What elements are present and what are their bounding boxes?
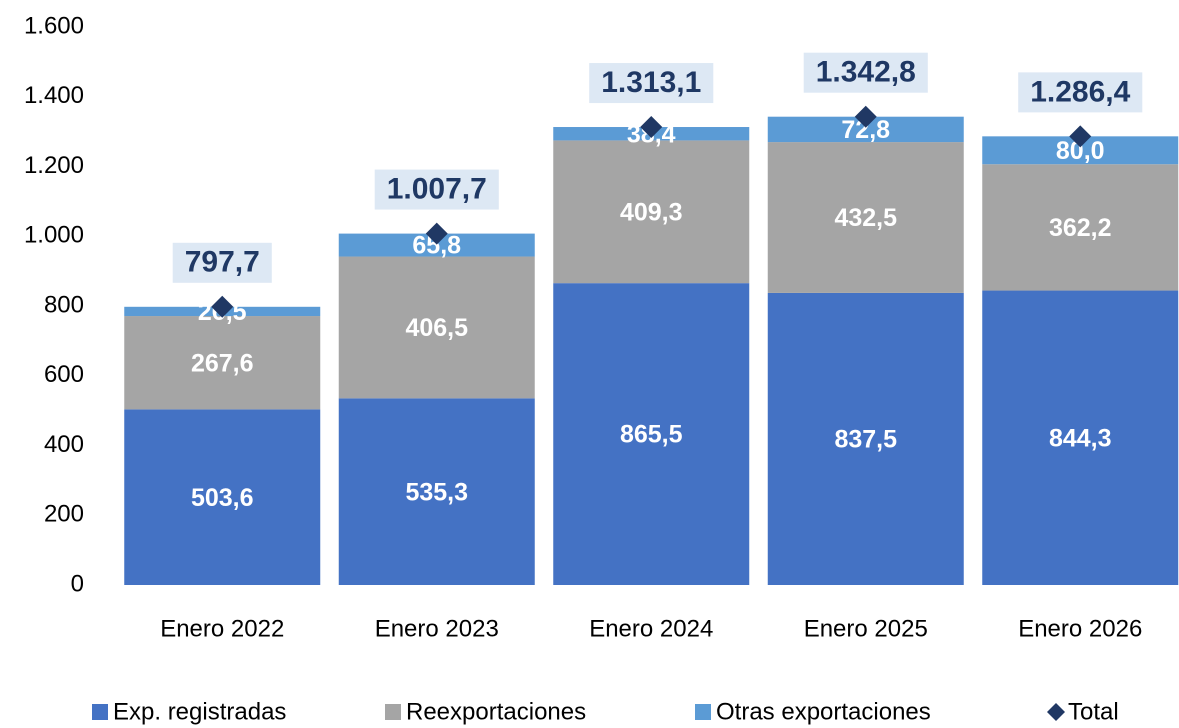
legend-label: Total (1068, 698, 1119, 725)
y-tick-label: 1.000 (24, 222, 84, 249)
data-label: 409,3 (620, 198, 683, 226)
y-tick-label: 1.400 (24, 82, 84, 109)
x-tick-label: Enero 2024 (589, 615, 713, 642)
data-label: 406,5 (405, 314, 468, 342)
total-label: 797,7 (185, 246, 260, 279)
total-label-box (1018, 72, 1143, 113)
total-marker (854, 105, 877, 128)
total-label-box (589, 63, 714, 104)
total-marker (640, 116, 663, 139)
x-tick-label: Enero 2022 (160, 615, 284, 642)
bar-segment (982, 290, 1179, 585)
total-marker (1069, 125, 1092, 148)
legend-label: Otras exportaciones (716, 698, 931, 725)
total-marker (425, 222, 448, 245)
bar-segment (767, 292, 964, 585)
bar-segment (338, 256, 535, 399)
bar-segment (982, 164, 1179, 291)
data-label: 844,3 (1049, 424, 1112, 452)
total-marker (211, 295, 234, 318)
legend-swatch (92, 704, 108, 720)
data-label: 362,2 (1049, 214, 1112, 242)
y-tick-label: 400 (44, 431, 84, 458)
total-label-box (803, 52, 928, 93)
bar-segment (124, 316, 321, 410)
total-label: 1.313,1 (601, 66, 701, 99)
x-tick-label: Enero 2026 (1018, 615, 1142, 642)
legend-swatch (385, 704, 401, 720)
bar-segment (338, 233, 535, 257)
total-label-box (374, 169, 499, 210)
legend-label: Exp. registradas (113, 698, 286, 725)
total-label: 1.286,4 (1030, 75, 1130, 108)
x-tick-label: Enero 2025 (804, 615, 928, 642)
total-label-box (172, 242, 272, 283)
y-tick-label: 1.200 (24, 152, 84, 179)
bar-segment (553, 140, 750, 284)
data-label: 267,6 (191, 349, 254, 377)
data-label: 837,5 (834, 426, 897, 454)
total-label: 1.342,8 (816, 56, 916, 89)
y-tick-label: 800 (44, 291, 84, 318)
data-label: 865,5 (620, 421, 683, 449)
bar-segment (338, 398, 535, 585)
legend-marker (1047, 703, 1065, 721)
y-tick-label: 200 (44, 501, 84, 528)
y-tick-label: 1.600 (24, 12, 84, 39)
y-tick-label: 600 (44, 361, 84, 388)
y-tick-label: 0 (71, 570, 84, 597)
total-label: 1.007,7 (387, 172, 487, 205)
data-label: 535,3 (405, 478, 468, 506)
bar-segment (553, 283, 750, 585)
legend-swatch (695, 704, 711, 720)
x-tick-label: Enero 2023 (375, 615, 499, 642)
data-label: 503,6 (191, 484, 254, 512)
legend-label: Reexportaciones (406, 698, 586, 725)
data-label: 432,5 (834, 204, 897, 232)
bar-segment (124, 409, 321, 585)
bar-segment (767, 142, 964, 293)
